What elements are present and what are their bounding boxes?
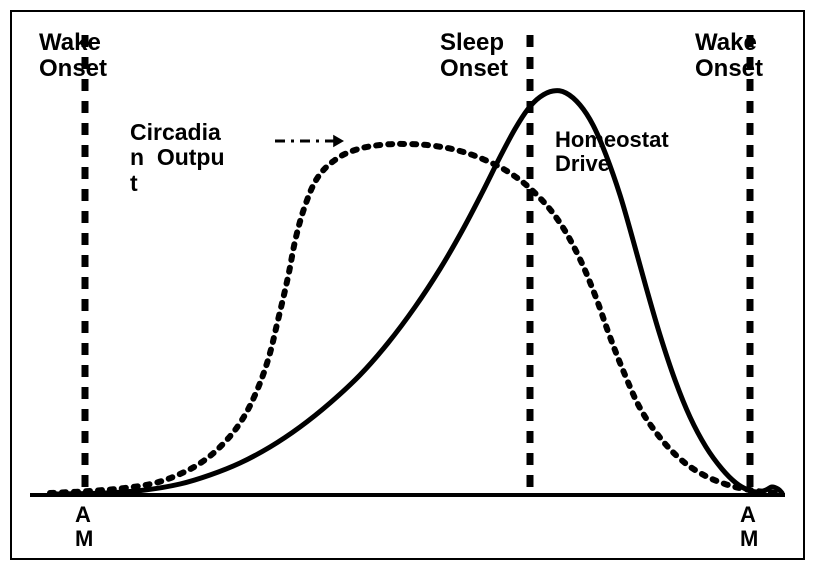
label-wake-onset-2: Wake Onset <box>695 30 763 83</box>
curve-circadian-output <box>50 144 775 493</box>
label-am-right: A M <box>740 503 758 551</box>
label-circadian: Circadia n Outpu t <box>130 120 225 196</box>
plot-svg <box>30 25 785 515</box>
label-wake-onset-1: Wake Onset <box>39 30 107 83</box>
figure-frame: Wake Onset Sleep Onset Wake Onset Circadia … <box>0 0 815 570</box>
circadian-arrow-head <box>333 135 344 148</box>
label-am-left: A M <box>75 503 93 551</box>
label-sleep-onset: Sleep Onset <box>440 30 508 83</box>
label-homeostatic: Homeostat Drive <box>555 128 669 176</box>
